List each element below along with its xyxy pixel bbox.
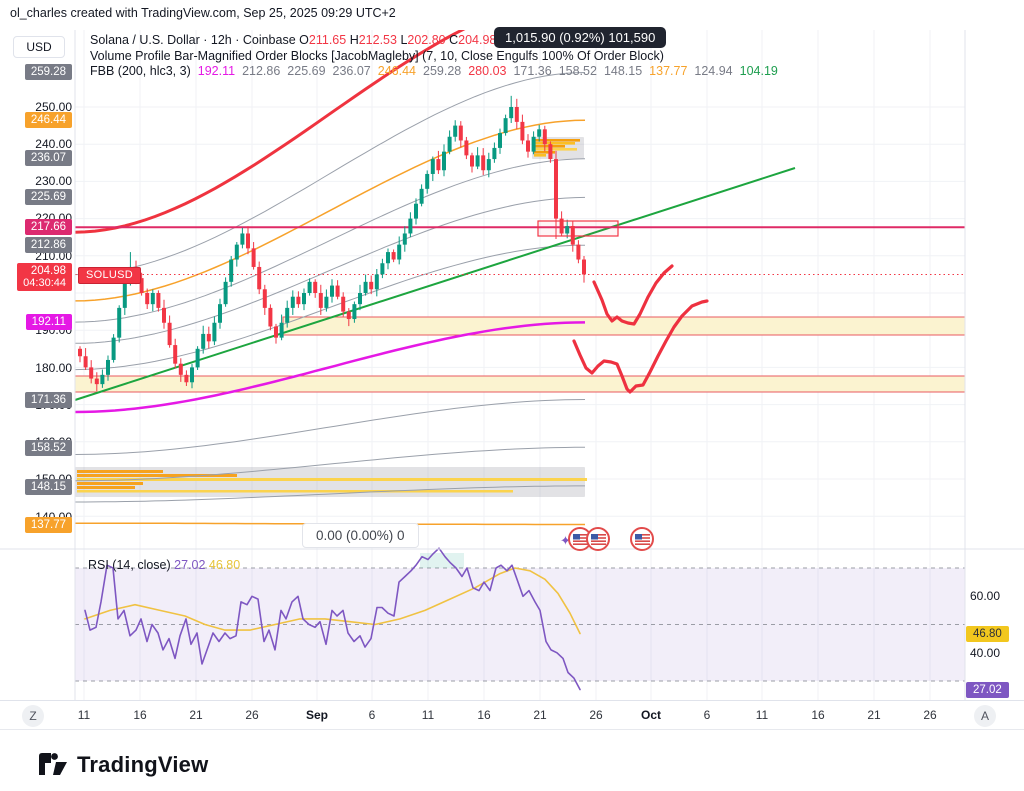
- time-axis-label: 21: [189, 708, 203, 722]
- rsi-line: [84, 547, 581, 691]
- us-flag-event-icon[interactable]: [630, 527, 654, 551]
- price-scale-badge: 212.86: [24, 237, 72, 253]
- symbol-legend-row[interactable]: Solana / U.S. Dollar · 12h · Coinbase O2…: [90, 33, 785, 48]
- footer-brand[interactable]: TradingView: [38, 752, 208, 778]
- volume-profile-block: [75, 467, 587, 497]
- ohlc-close: C204.98: [449, 33, 497, 47]
- time-axis-label: 11: [77, 708, 91, 722]
- rsi-scale-badge: 27.02: [966, 682, 1009, 698]
- time-axis-label: 11: [421, 708, 435, 722]
- time-axis-label: 16: [811, 708, 825, 722]
- fbb-band-value: 171.36: [513, 64, 552, 78]
- ohlc-open: O211.65: [299, 33, 347, 47]
- tradingview-logo-icon: [39, 753, 67, 775]
- price-scale-label: 230.00: [35, 174, 72, 188]
- price-scale-badge: 137.77: [24, 517, 72, 533]
- supply-demand-zone[interactable]: [74, 375, 966, 393]
- fbb-title: FBB (200, hlc3, 3): [90, 64, 191, 78]
- volume-profile-block: [532, 137, 584, 159]
- ohlc-low: L202.80: [400, 33, 446, 47]
- fbb-bands: [75, 30, 586, 526]
- auto-scale-button[interactable]: A: [974, 705, 996, 727]
- rsi-overbought-fill: [420, 553, 464, 568]
- fbb-band-value: 148.15: [603, 64, 643, 78]
- fbb-legend-row[interactable]: FBB (200, hlc3, 3) 192.11 212.86 225.69 236.…: [90, 64, 785, 79]
- fbb-band-value: 236.07: [332, 64, 371, 78]
- currency-scale-button[interactable]: USD: [13, 36, 65, 58]
- price-change-tooltip: 1,015.90 (0.92%) 101,590: [494, 27, 667, 48]
- time-axis-label: 26: [245, 708, 259, 722]
- time-axis-label: 11: [755, 708, 769, 722]
- timezone-button[interactable]: Z: [22, 705, 44, 727]
- ohlc-high: H212.53: [349, 33, 397, 47]
- rsi-ma-value: 46.80: [208, 558, 241, 572]
- time-axis-label: Sep: [305, 708, 329, 722]
- symbol-price-label: SOLUSD: [78, 267, 142, 284]
- time-axis-label: 26: [923, 708, 937, 722]
- rsi-scale-label: 60.00: [970, 589, 1001, 603]
- fbb-band-value: 212.86: [242, 64, 281, 78]
- us-flag-event-icon[interactable]: [586, 527, 610, 551]
- time-axis-label: 6: [703, 708, 711, 722]
- price-scale-label: 240.00: [35, 137, 72, 151]
- attribution-text: ol_charles created with TradingView.com,…: [10, 6, 396, 20]
- rsi-band-fill: [75, 568, 965, 681]
- fbb-band-value: 246.44: [377, 64, 416, 78]
- order-block-box[interactable]: [537, 220, 619, 237]
- fbb-band-value: 192.11: [197, 64, 236, 78]
- sparkle-icon: ✦: [560, 533, 571, 548]
- projection-drawing[interactable]: [592, 264, 674, 326]
- price-scale-badge: 158.52: [24, 440, 72, 456]
- fbb-band-value: 259.28: [423, 64, 462, 78]
- time-axis-label: 16: [477, 708, 491, 722]
- rsi-ma-line: [84, 567, 581, 635]
- time-axis-label: 6: [368, 708, 376, 722]
- bar-countdown: 04:30:44: [23, 277, 66, 289]
- rsi-scale-badge: 46.80: [966, 626, 1009, 642]
- projection-drawing[interactable]: [572, 299, 709, 394]
- price-scale-badge: 259.28: [24, 64, 72, 80]
- fbb-band-value: 280.03: [468, 64, 507, 78]
- price-scale-badge: 171.36: [24, 392, 72, 408]
- price-scale-badge: 225.69: [24, 189, 72, 205]
- volume-profile-title: Volume Profile Bar-Magnified Order Block…: [90, 48, 664, 63]
- rsi-legend[interactable]: RSI (14, close) 27.02 46.80: [88, 558, 240, 573]
- fbb-band-value: 158.52: [558, 64, 597, 78]
- fbb-band-value: 104.19: [739, 64, 778, 78]
- rsi-scale-label: 40.00: [970, 646, 1001, 660]
- drawing-tooltip: 0.00 (0.00%) 0: [302, 523, 419, 548]
- trendline-drawing[interactable]: [74, 167, 796, 401]
- fbb-band-value: 137.77: [649, 64, 688, 78]
- price-scale-label: 180.00: [35, 361, 72, 375]
- price-scale-label: 250.00: [35, 100, 72, 114]
- rsi-title: RSI (14, close): [88, 558, 171, 572]
- price-scale-badge: 148.15: [24, 479, 72, 495]
- price-scale-badge: 236.07: [24, 150, 72, 166]
- price-scale-badge: 246.44: [24, 112, 72, 128]
- time-axis-label: 26: [589, 708, 603, 722]
- fbb-band-value: 225.69: [287, 64, 326, 78]
- chart-legend: Solana / U.S. Dollar · 12h · Coinbase O2…: [90, 33, 785, 80]
- time-axis[interactable]: Z 11 16 21 26 Sep 6 11 16 21 26 Oct 6 11 16 21 26 A: [0, 700, 1024, 730]
- price-scale-badge: 192.11: [25, 314, 72, 330]
- price-scale-badge: 217.66: [24, 219, 72, 235]
- rsi-value: 27.02: [174, 558, 206, 572]
- time-axis-label: 21: [867, 708, 881, 722]
- tradingview-wordmark: TradingView: [77, 752, 209, 777]
- candles: [78, 95, 586, 392]
- volume-profile-legend-row[interactable]: Volume Profile Bar-Magnified Order Block…: [90, 49, 785, 64]
- time-axis-label: 16: [133, 708, 147, 722]
- time-axis-label: Oct: [640, 708, 662, 722]
- supply-demand-zone[interactable]: [282, 316, 966, 336]
- fbb-band-value: 124.94: [694, 64, 733, 78]
- symbol-title: Solana / U.S. Dollar · 12h · Coinbase: [90, 33, 296, 47]
- time-axis-label: 21: [533, 708, 547, 722]
- last-price-badge: 204.98 04:30:44: [17, 263, 72, 291]
